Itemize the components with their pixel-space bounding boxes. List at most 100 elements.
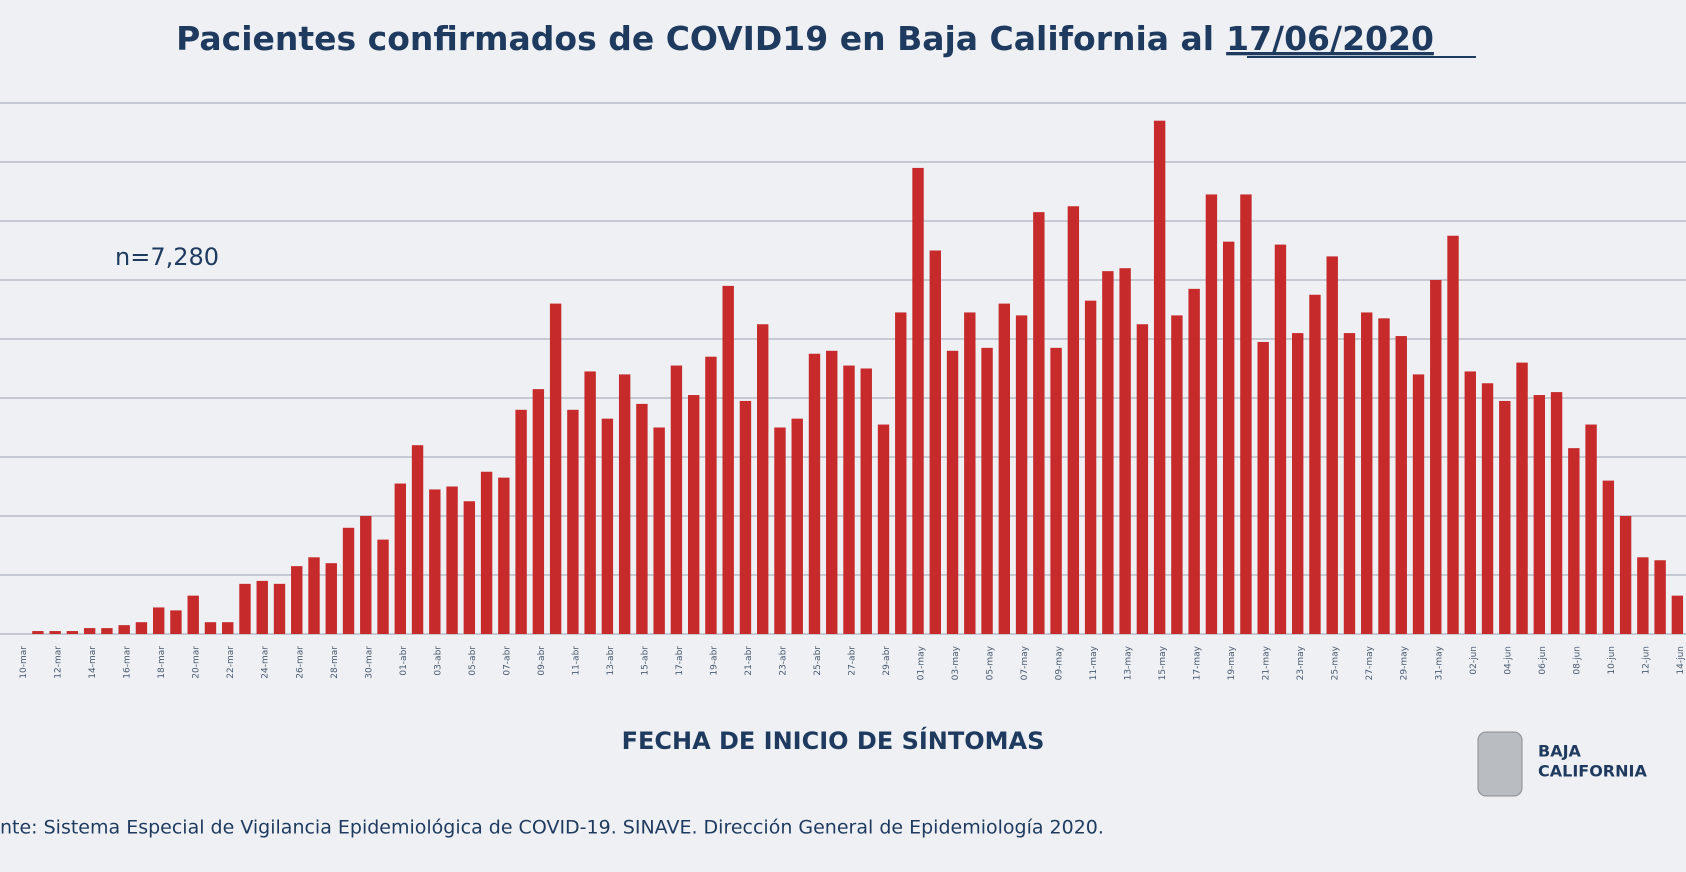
bar xyxy=(394,483,406,634)
x-tick-label: 16-mar xyxy=(123,646,133,679)
x-tick-label: 19-may xyxy=(1227,645,1237,680)
x-tick-label: 14-mar xyxy=(88,646,98,679)
bar xyxy=(66,631,79,634)
annotation: n=7,280 xyxy=(115,243,219,271)
bar xyxy=(739,400,752,634)
bar xyxy=(1119,268,1131,634)
source: nte: Sistema Especial de Vigilancia Epid… xyxy=(0,817,1104,839)
x-tick-label: 29-abr xyxy=(882,646,892,676)
bar xyxy=(618,374,631,634)
logo: BAJA CALIFORNIA xyxy=(1477,731,1647,797)
bar xyxy=(256,580,268,634)
title-main: Pacientes confirmados de COVID19 en Baja… xyxy=(176,19,1214,58)
bar xyxy=(757,324,769,634)
bar xyxy=(1412,374,1425,634)
bar xyxy=(204,622,217,634)
x-tick-label: 27-abr xyxy=(848,646,858,676)
bar xyxy=(429,489,441,634)
x-tick-label: 12-mar xyxy=(54,646,64,679)
x-tick-label: 23-abr xyxy=(778,646,788,676)
x-tick-label: 29-may xyxy=(1400,645,1410,680)
bar xyxy=(1378,318,1390,634)
bar xyxy=(946,350,959,634)
bar xyxy=(1619,516,1632,634)
bar xyxy=(360,516,372,634)
x-tick-label: 19-abr xyxy=(709,646,719,676)
x-tick-label: 26-mar xyxy=(295,646,305,679)
bar xyxy=(170,610,182,634)
bar xyxy=(1447,235,1459,634)
bars xyxy=(32,120,1684,634)
bar xyxy=(929,250,941,634)
bar xyxy=(83,628,96,634)
x-tick-label: 30-mar xyxy=(364,646,374,679)
bar xyxy=(1464,371,1476,634)
x-axis-label: FECHA DE INICIO DE SÍNTOMAS xyxy=(622,726,1045,755)
bar xyxy=(463,501,476,634)
x-tick-label: 24-mar xyxy=(261,646,271,679)
x-tick-label: 07-abr xyxy=(502,646,512,676)
x-tick-label: 12-jun xyxy=(1641,646,1651,675)
logo-text: BAJA xyxy=(1538,742,1582,761)
bar xyxy=(1205,194,1218,634)
x-tick-label: 08-jun xyxy=(1572,646,1582,675)
bar xyxy=(636,403,648,634)
bar xyxy=(32,631,44,634)
bar xyxy=(791,418,803,634)
x-tick-label: 05-abr xyxy=(468,646,478,676)
bar xyxy=(515,409,527,634)
grid xyxy=(0,102,1686,635)
x-tick-label: 09-may xyxy=(1055,645,1065,680)
x-tick-label: 15-abr xyxy=(640,646,650,676)
bar xyxy=(1326,256,1338,634)
bar xyxy=(1533,395,1546,634)
bar xyxy=(653,427,665,634)
bar xyxy=(1481,383,1494,634)
x-tick-label: 23-may xyxy=(1296,645,1306,680)
bar xyxy=(187,595,199,634)
bar xyxy=(843,365,855,634)
x-tick-label: 07-may xyxy=(1020,645,1030,680)
bar xyxy=(567,409,579,634)
bar xyxy=(239,583,251,634)
bar xyxy=(532,389,545,634)
bar xyxy=(1568,448,1580,634)
bar xyxy=(1395,336,1407,634)
bar xyxy=(1188,288,1200,634)
bar xyxy=(774,427,786,634)
bar xyxy=(1550,392,1563,634)
x-tick-label: 31-may xyxy=(1434,645,1444,680)
bar xyxy=(1637,557,1649,634)
bar xyxy=(1585,424,1597,634)
bar xyxy=(584,371,596,634)
x-tick-label: 21-may xyxy=(1262,645,1272,680)
bar xyxy=(670,365,683,634)
bar xyxy=(446,486,458,634)
x-tick-label: 28-mar xyxy=(330,646,340,679)
x-ticks: 10-mar 12-mar 14-mar 16-mar 18-mar 20-mar 22-m… xyxy=(19,645,1686,680)
bar xyxy=(1222,241,1235,634)
bar xyxy=(1602,480,1615,634)
bar xyxy=(411,445,424,634)
x-tick-label: 11-may xyxy=(1089,645,1099,680)
logo-shield xyxy=(1477,731,1523,797)
bar xyxy=(1430,280,1442,634)
bar xyxy=(1015,315,1028,634)
x-tick-label: 10-jun xyxy=(1607,646,1617,675)
x-tick-label: 02-jun xyxy=(1469,646,1479,675)
bar xyxy=(912,167,924,634)
bar xyxy=(826,350,838,634)
x-tick-label: 01-abr xyxy=(399,646,409,676)
x-tick-label: 09-abr xyxy=(537,646,547,676)
x-tick-label: 11-abr xyxy=(571,646,581,676)
x-tick-label: 25-may xyxy=(1331,645,1341,680)
bar xyxy=(998,303,1011,634)
x-tick-label: 25-abr xyxy=(813,646,823,676)
x-tick-label: 15-may xyxy=(1158,645,1168,680)
bar xyxy=(101,628,113,634)
x-tick-label: 27-may xyxy=(1365,645,1375,680)
x-tick-label: 14-jun xyxy=(1676,646,1686,675)
x-tick-label: 17-abr xyxy=(675,646,685,676)
bar xyxy=(549,303,562,634)
